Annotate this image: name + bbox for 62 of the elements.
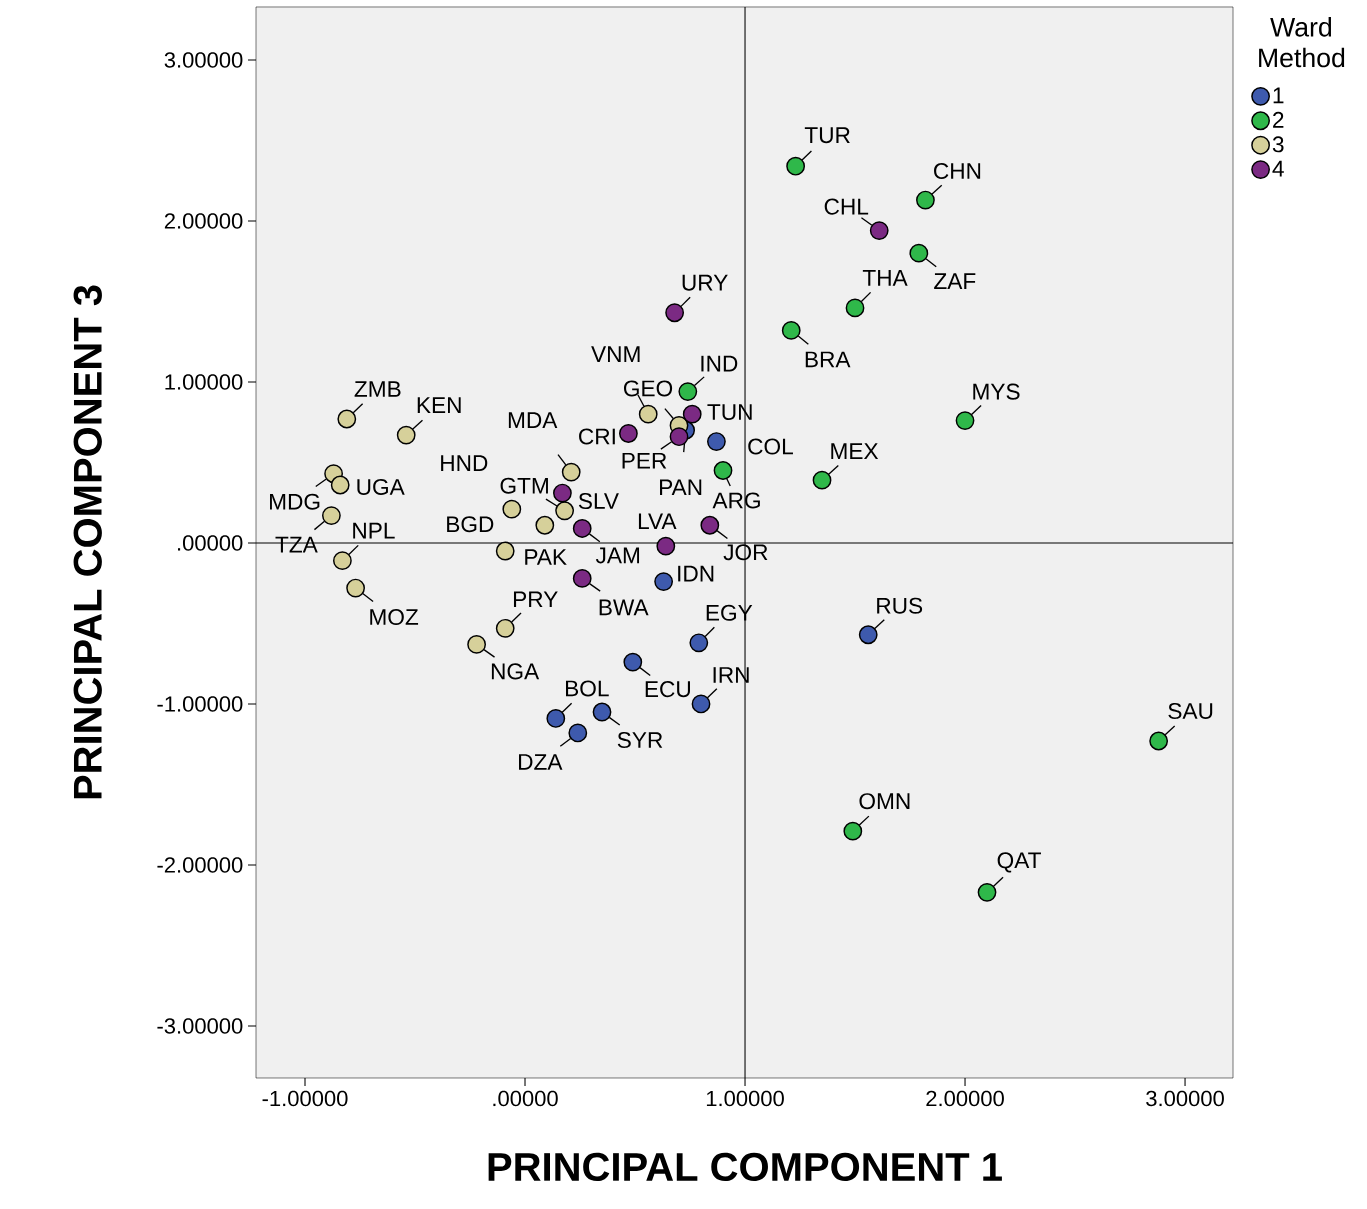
annotation: MOZ: [370, 609, 419, 626]
y-tick-label: -3.00000: [157, 1018, 243, 1034]
annotation: MYS: [973, 383, 1020, 400]
annotation: ECU: [645, 681, 690, 698]
annotation: SYR: [617, 732, 663, 749]
annotation: GEO: [623, 380, 673, 397]
legend-label: 2: [1273, 111, 1284, 128]
y-tick-label: 3.00000: [164, 52, 243, 68]
annotation: DZA: [519, 754, 563, 770]
annotation: JAM: [595, 547, 640, 564]
annotation: VNM: [591, 346, 640, 362]
annotation: SAU: [1168, 702, 1213, 720]
annotation: COL: [748, 438, 793, 455]
annotation: CHL: [824, 198, 869, 215]
annotation: PAN: [660, 479, 702, 496]
annotation: OMN: [859, 793, 910, 810]
annotation: CRI: [579, 428, 615, 445]
annotation: ZMB: [354, 381, 401, 397]
annotation: LVA: [638, 513, 677, 529]
annotation: BWA: [599, 599, 649, 616]
annotation: BRA: [805, 351, 851, 368]
x-tick-label: 1.00000: [706, 1090, 784, 1107]
annotation: MEX: [831, 443, 879, 459]
annotation: NPL: [353, 522, 395, 539]
annotation: THA: [862, 270, 908, 286]
y-tick-label: 2.00000: [164, 213, 243, 229]
annotation: KEN: [417, 397, 461, 413]
x-tick-label: 3.00000: [1146, 1090, 1224, 1107]
annotation: MDA: [508, 412, 558, 428]
y-tick-label: -2.00000: [157, 857, 243, 873]
annotation: MDG: [270, 493, 320, 510]
annotation: RUS: [877, 597, 923, 614]
annotation: BOL: [566, 680, 609, 697]
y-tick-label: .00000: [178, 535, 243, 551]
annotation: PAK: [525, 549, 567, 565]
annotation: IDN: [678, 565, 714, 582]
annotation: GTM: [500, 477, 548, 494]
legend-label: 3: [1272, 136, 1284, 153]
annotation: SLV: [578, 493, 619, 510]
annotation: UGA: [357, 478, 405, 496]
annotation: NGA: [491, 663, 540, 680]
x-tick-label: 2.00000: [926, 1090, 1004, 1107]
annotation: PER: [622, 452, 667, 469]
legend-title: Ward Method: [1259, 17, 1345, 68]
annotation: PRY: [513, 591, 558, 608]
annotation: BGD: [447, 516, 494, 533]
x-tick-label: -1.00000: [262, 1090, 348, 1107]
annotation: CHN: [934, 163, 981, 180]
annotation: QAT: [997, 852, 1041, 873]
legend-label: 4: [1272, 160, 1284, 177]
annotation: TUR: [804, 127, 850, 144]
annotation: ZAF: [934, 273, 976, 289]
annotation: TZA: [275, 536, 318, 553]
annotation: HND: [441, 455, 488, 471]
y-tick-label: -1.00000: [157, 696, 243, 712]
legend-label: 1: [1273, 87, 1284, 104]
annotation: URY: [682, 274, 728, 291]
annotation: IND: [701, 355, 738, 372]
y-tick-label: 1.00000: [165, 374, 243, 390]
x-tick-label: .00000: [493, 1090, 558, 1107]
x-axis-title: PRINCIPAL COMPONENT 1: [488, 1152, 1002, 1182]
y-axis-title: PRINCIPAL COMPONENT 3: [73, 285, 102, 799]
